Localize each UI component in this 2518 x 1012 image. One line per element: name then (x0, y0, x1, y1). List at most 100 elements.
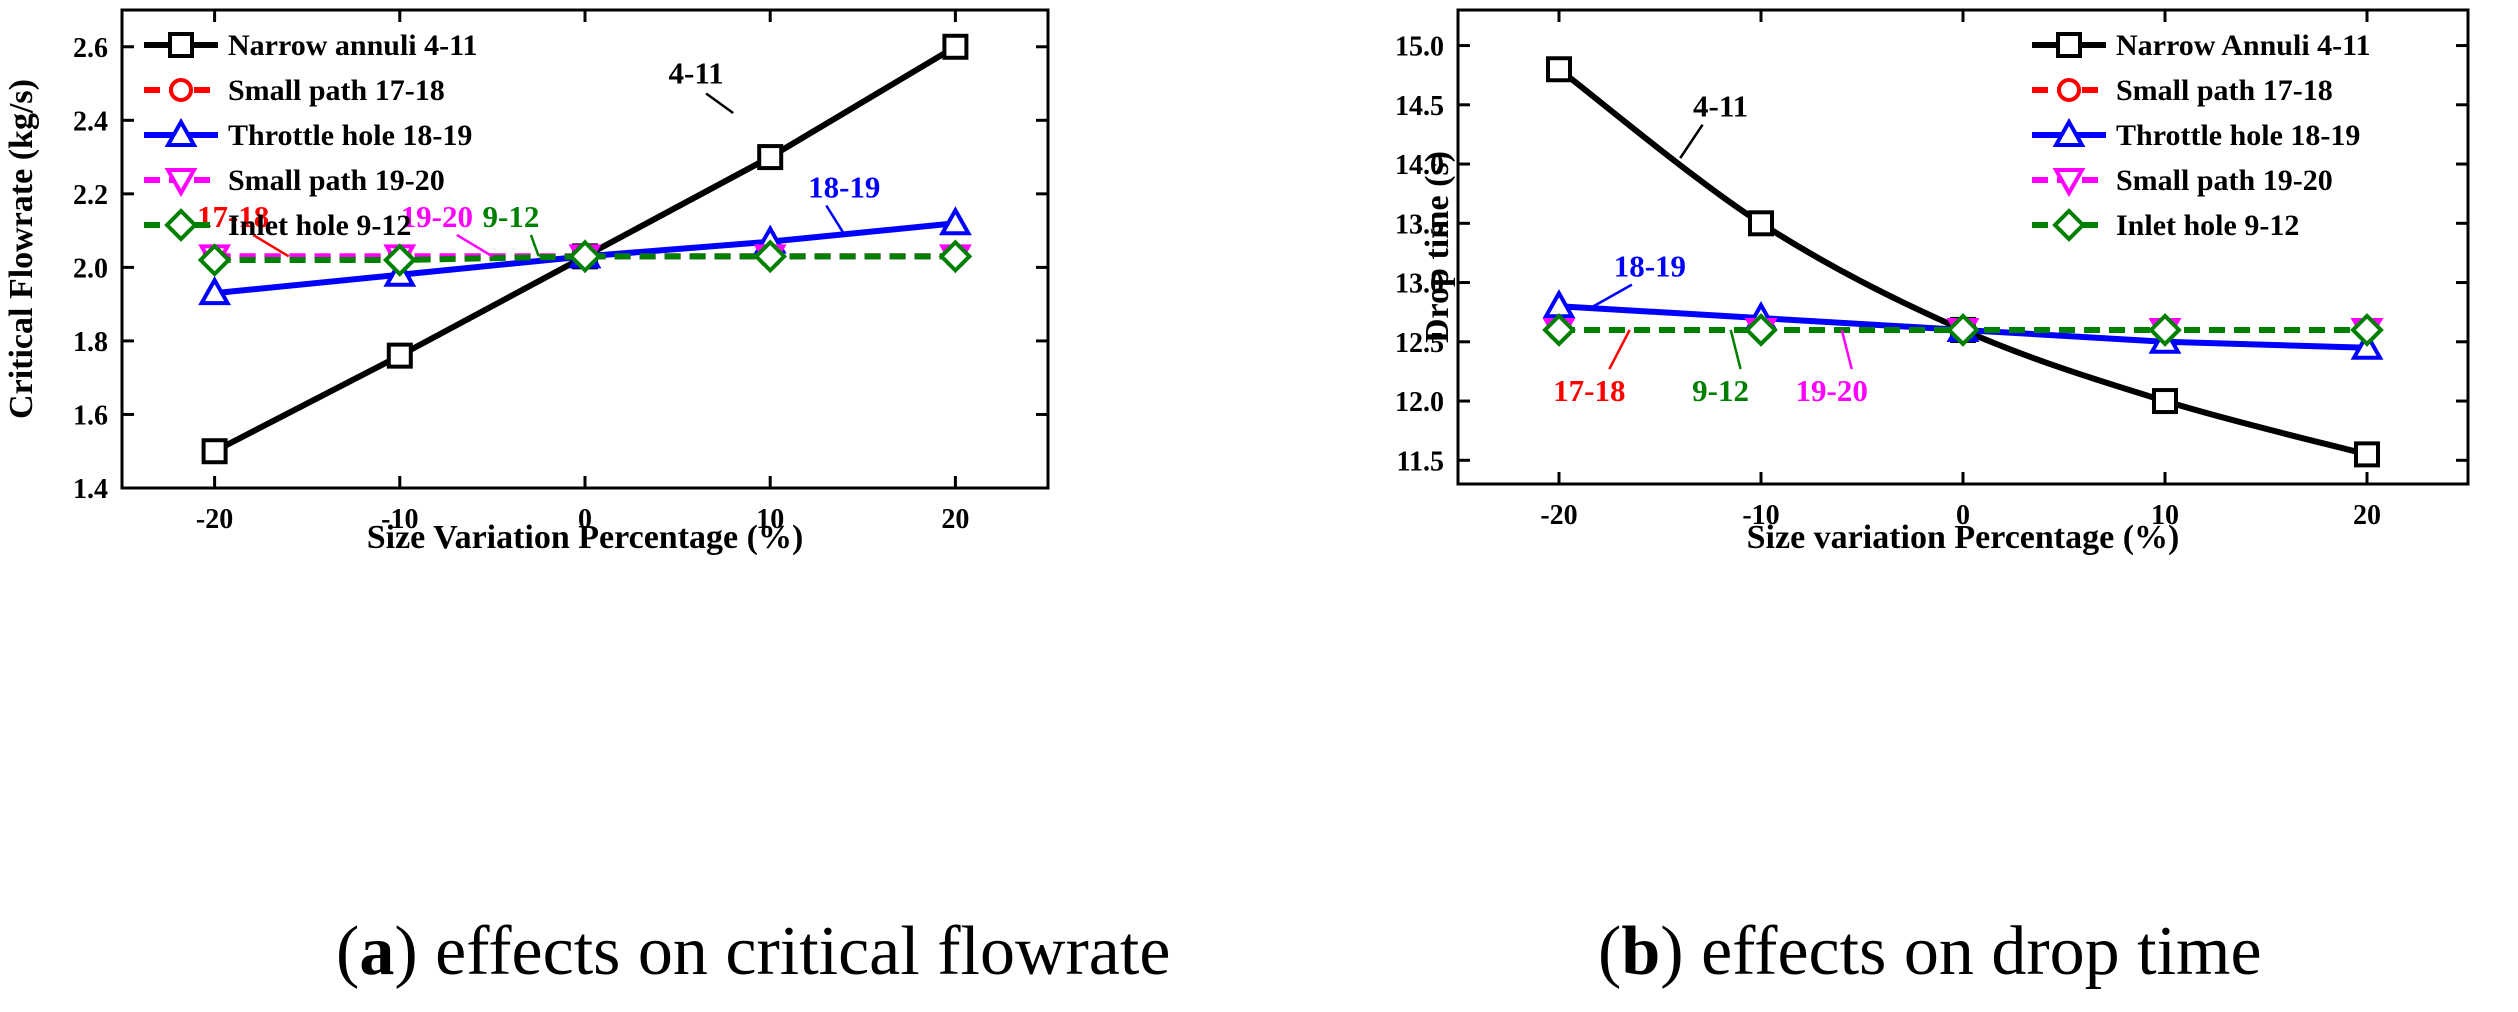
data-point-s0-p3 (2152, 388, 2178, 415)
caption-b-text: effects on drop time (1683, 913, 2262, 990)
annotation-label-3: 9-12 (1692, 373, 1749, 408)
data-point-s2-p4 (938, 206, 972, 236)
legend-label-4: Inlet hole 9-12 (2116, 209, 2299, 242)
legend-label-3: Small path 19-20 (2116, 164, 2333, 197)
caption-a-close: ) (394, 913, 418, 990)
x-tick-label: 0 (1956, 500, 1970, 531)
caption-b: (b) effects on drop time (1598, 912, 2262, 992)
legend: Narrow annuli 4-11 Small path 17-18 Thrott… (144, 29, 477, 242)
legend-marker-4 (2052, 208, 2086, 242)
x-tick-label: 20 (2353, 500, 2381, 531)
data-point-s2-p0 (198, 276, 232, 306)
data-point-s4-p0 (197, 243, 232, 277)
legend-label-2: Throttle hole 18-19 (228, 119, 472, 152)
legend-marker-1 (169, 78, 193, 102)
data-point-s4-p1 (1744, 313, 1778, 347)
data-point-s4-p3 (2148, 313, 2182, 347)
annotation-label-2: 17-18 (197, 199, 269, 234)
data-point-s0-p4 (942, 33, 969, 60)
caption-b-letter: b (1621, 913, 1661, 990)
chart-a: -20 -10 0 10 20 1.4 1.6 1.8 2.0 2.2 2.4 2.6 Size Var… (3, 8, 1050, 556)
data-point-s4-p4 (2350, 313, 2384, 347)
data-point-s4-p3 (753, 239, 788, 274)
y-tick-label: 1.8 (73, 327, 108, 358)
x-tick-label: -10 (1742, 500, 1779, 531)
y-tick-label: 2.2 (73, 180, 108, 211)
annotation-leader-3 (456, 233, 494, 258)
annotation-leader-3 (1729, 329, 1742, 370)
annotation-leader-2 (1608, 329, 1631, 370)
annotation-leader-0 (705, 92, 734, 114)
y-tick-label: 14.0 (1395, 150, 1444, 181)
legend-marker-2 (2052, 117, 2086, 147)
x-tick-label: -20 (196, 504, 233, 535)
legend: Narrow Annuli 4-11 Small path 17-18 Thrott… (2032, 29, 2371, 242)
caption-a-open: ( (336, 913, 360, 990)
annotation-label-4: 19-20 (1796, 373, 1868, 408)
data-point-s4-p2 (1946, 313, 1980, 347)
legend-label-1: Small path 17-18 (2116, 74, 2333, 107)
legend-marker-3 (2052, 168, 2086, 198)
data-point-s0-p1 (1748, 210, 1774, 237)
caption-b-open: ( (1598, 913, 1622, 990)
y-tick-label: 13.5 (1395, 209, 1444, 240)
x-tick-label: 10 (2151, 500, 2179, 531)
legend-label-1: Small path 17-18 (228, 74, 445, 107)
y-tick-label: 12.5 (1395, 328, 1444, 359)
annotation-label-2: 17-18 (1553, 373, 1625, 408)
y-tick-label: 1.6 (73, 400, 108, 431)
y-tick-label: 11.5 (1397, 446, 1444, 477)
legend-label-3: Small path 19-20 (228, 164, 445, 197)
legend-marker-1 (2057, 78, 2081, 102)
y-tick-label: 15.0 (1395, 32, 1444, 63)
data-point-s0-p3 (757, 144, 784, 171)
legend-label-4: Inlet hole 9-12 (228, 209, 411, 242)
x-axis-label: Size Variation Percentage (%) (367, 519, 804, 556)
annotation-leader-1 (1588, 283, 1633, 310)
x-tick-label: 10 (756, 504, 784, 535)
legend-marker-0 (168, 32, 194, 58)
y-tick-label: 13.0 (1395, 269, 1444, 300)
legend-label-0: Narrow Annuli 4-11 (2116, 29, 2371, 62)
annotation-label-0: 4-11 (669, 56, 724, 91)
annotation-label-4: 9-12 (483, 199, 540, 234)
data-point-s4-p0 (1542, 313, 1576, 347)
y-axis-label: Critical Flowrate (kg/s) (3, 79, 40, 419)
data-point-s0-p1 (386, 342, 413, 369)
legend-marker-2 (164, 117, 198, 147)
annotation-leader-1 (825, 204, 846, 235)
legend-label-0: Narrow annuli 4-11 (228, 29, 477, 62)
annotation-label-0: 4-11 (1693, 89, 1748, 124)
x-tick-label: 20 (941, 504, 969, 535)
x-tick-label: -20 (1540, 500, 1577, 531)
caption-b-close: ) (1660, 913, 1684, 990)
chart-b: -20 -10 0 10 20 11.5 12.0 12.5 13.0 13.5 14.0 14.5 1… (1395, 8, 2470, 556)
annotation-leader-2 (252, 233, 290, 258)
x-axis-label: Size variation Percentage (%) (1747, 519, 2180, 556)
y-tick-label: 2.6 (73, 33, 108, 64)
data-point-s0-p4 (2354, 441, 2380, 468)
legend-marker-3 (164, 168, 198, 198)
annotation-label-1: 18-19 (1614, 249, 1686, 284)
legend-marker-4 (164, 208, 198, 242)
annotation-leader-4 (1840, 329, 1853, 370)
data-point-s4-p1 (382, 243, 417, 277)
annotation-leader-0 (1679, 123, 1704, 159)
y-tick-label: 12.0 (1395, 387, 1444, 418)
data-point-s4-p4 (938, 239, 973, 274)
data-point-s4-p2 (568, 239, 602, 274)
x-tick-label: 0 (578, 504, 592, 535)
y-tick-label: 1.4 (73, 474, 108, 505)
x-tick-label: -10 (381, 504, 418, 535)
annotation-label-3: 19-20 (401, 199, 473, 234)
data-point-s0-p0 (201, 438, 228, 465)
y-axis-label: Drop time (s) (1419, 151, 1456, 343)
caption-a: (a) effects on critical flowrate (336, 912, 1170, 992)
y-tick-label: 14.5 (1395, 91, 1444, 122)
annotation-label-1: 18-19 (808, 170, 880, 205)
y-tick-label: 2.4 (73, 106, 108, 137)
annotation-leader-4 (529, 234, 540, 257)
data-point-s0-p0 (1546, 56, 1572, 83)
legend-label-2: Throttle hole 18-19 (2116, 119, 2360, 152)
